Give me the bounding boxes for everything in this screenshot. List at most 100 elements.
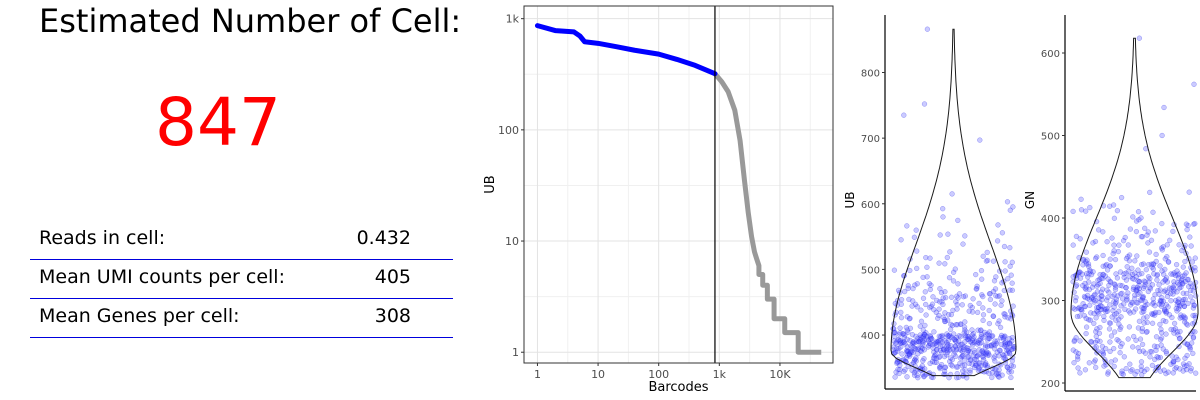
cell-point — [1077, 313, 1083, 319]
cell-point — [996, 353, 1002, 359]
cell-point — [994, 371, 1000, 377]
cell-point — [1126, 258, 1133, 264]
cell-point — [1163, 302, 1170, 308]
cell-point — [1091, 359, 1097, 365]
cell-point — [939, 349, 945, 356]
cell-point — [1008, 369, 1015, 375]
cell-point — [1079, 271, 1085, 277]
cell-point — [1174, 268, 1180, 274]
cell-point — [1107, 256, 1113, 262]
cell-point — [1112, 287, 1119, 293]
cell-point — [1081, 256, 1087, 263]
cell-point — [904, 344, 910, 350]
cell-point — [976, 366, 982, 372]
cell-point — [892, 374, 898, 380]
cell-point — [1188, 368, 1194, 374]
cell-point — [894, 360, 900, 366]
cell-point — [970, 296, 976, 302]
cell-point — [1107, 320, 1114, 326]
cell-point — [1071, 338, 1077, 345]
cell-point — [1150, 300, 1157, 306]
cell-point — [1137, 297, 1144, 303]
cell-point — [1176, 302, 1183, 309]
outlier-point — [901, 112, 907, 118]
cell-point — [1099, 286, 1106, 292]
cell-point — [987, 291, 993, 297]
cell-point — [1173, 297, 1179, 304]
cell-point — [960, 368, 966, 374]
cell-point — [955, 364, 961, 370]
cell-point — [976, 337, 982, 344]
cell-point — [936, 364, 943, 370]
cell-point — [925, 344, 931, 350]
cell-point — [1001, 243, 1008, 250]
cell-point — [984, 343, 991, 350]
cell-point — [1087, 302, 1093, 308]
cell-point — [1186, 189, 1192, 195]
cell-point — [920, 274, 926, 281]
cell-point — [1075, 365, 1081, 371]
cell-point — [1091, 281, 1097, 287]
violin-outline — [890, 28, 1017, 377]
cell-point — [978, 267, 985, 274]
cell-point — [1181, 303, 1188, 310]
cell-point — [1187, 234, 1193, 240]
cell-point — [1162, 266, 1168, 273]
cell-point — [926, 342, 932, 349]
cell-point — [1153, 258, 1159, 265]
cell-point — [1082, 303, 1088, 310]
cell-point — [965, 347, 971, 354]
cell-point — [1099, 343, 1106, 350]
cell-point — [1142, 279, 1149, 285]
cell-point — [1124, 264, 1130, 270]
cell-point — [1111, 329, 1118, 335]
cell-point — [968, 357, 974, 363]
cell-point — [1089, 294, 1095, 301]
cell-point — [953, 335, 960, 341]
cell-point — [1077, 370, 1083, 376]
cell-point — [920, 340, 926, 346]
cell-point — [931, 329, 937, 335]
cell-point — [1102, 356, 1108, 363]
cell-point — [990, 313, 997, 320]
cell-point — [947, 358, 953, 365]
outlier-point — [1191, 81, 1197, 87]
cell-point — [1091, 299, 1097, 305]
cell-point — [1151, 271, 1157, 277]
cell-point — [962, 339, 968, 345]
cell-point — [1005, 345, 1011, 352]
cell-point — [1138, 363, 1144, 370]
cell-point — [1158, 303, 1165, 309]
cell-point — [1170, 228, 1176, 235]
cell-point — [964, 336, 971, 343]
cell-point — [1099, 297, 1105, 303]
cell-point — [922, 322, 928, 329]
cell-point — [978, 327, 984, 333]
cell-point — [903, 355, 910, 361]
cell-point — [962, 344, 968, 350]
cell-point — [985, 350, 992, 356]
cell-point — [907, 353, 913, 359]
cell-point — [992, 353, 998, 359]
cell-point — [1192, 268, 1198, 274]
cell-point — [1103, 309, 1109, 315]
cell-point — [1157, 337, 1164, 343]
cell-point — [1104, 287, 1110, 293]
cell-point — [908, 349, 914, 356]
cell-point — [1188, 243, 1194, 249]
outlier-point — [1161, 104, 1167, 111]
cell-point — [1075, 305, 1081, 312]
cell-point — [1163, 318, 1169, 325]
cell-point — [1190, 305, 1197, 311]
cell-point — [970, 330, 977, 337]
cell-point — [937, 347, 944, 354]
cell-point — [974, 353, 980, 360]
cell-point — [1155, 287, 1161, 294]
cell-point — [1140, 348, 1146, 354]
cell-point — [1183, 290, 1190, 297]
cell-point — [1162, 307, 1168, 313]
cell-point — [933, 351, 939, 357]
cell-point — [915, 346, 921, 353]
cell-point — [1164, 254, 1170, 260]
cell-point — [967, 369, 973, 376]
